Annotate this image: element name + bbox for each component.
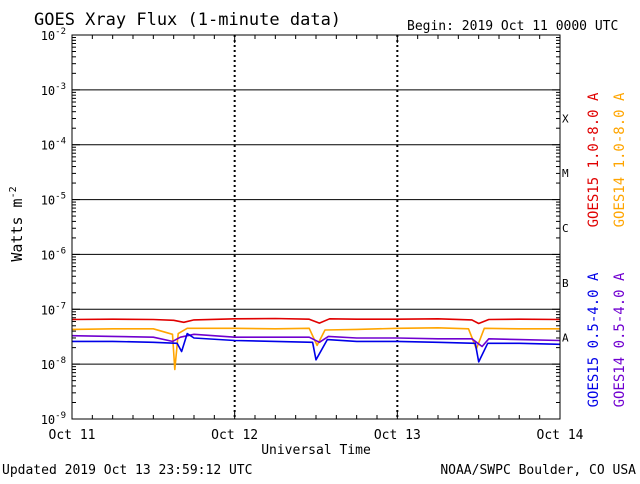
y-tick-label-exp: -4 [55,137,66,147]
y-tick-label-base: 10 [41,413,55,427]
y-tick-label-exp: -9 [55,411,66,421]
updated-text: Updated 2019 Oct 13 23:59:12 UTC [2,463,252,478]
y-tick-label-base: 10 [41,139,55,153]
y-tick-label-base: 10 [41,29,55,43]
svg-text:Watts m-2: Watts m-2 [8,186,26,261]
legend-entry: GOES15 1.0-8.0 A [586,92,602,227]
y-tick-label-base: 10 [41,194,55,208]
series-line [71,333,561,348]
x-tick-label: Oct 11 [49,428,96,443]
y-tick-label-base: 10 [41,84,55,98]
legend-entry: GOES14 1.0-8.0 A [612,92,628,227]
y-tick-label: 10-7 [41,301,66,317]
flare-class-label: A [562,332,569,345]
legend-entry: GOES15 0.5-4.0 A [586,272,602,407]
y-tick-label: 10-6 [41,246,66,262]
y-tick-label-base: 10 [41,303,55,317]
x-tick-label: Oct 14 [537,428,584,443]
y-axis-label-text: Watts m [8,198,26,261]
chart-title: GOES Xray Flux (1-minute data) [34,10,341,30]
y-tick-label-exp: -2 [55,27,66,37]
x-axis-label: Universal Time [261,443,371,458]
flare-class-label: C [562,222,569,235]
flare-class-label: B [562,277,569,290]
series-line [72,332,561,363]
grid-layer [72,35,560,419]
y-axis-label-exp: -2 [8,186,19,198]
legend: GOES15 1.0-8.0 A GOES14 1.0-8.0 A GOES15 0… [586,92,628,407]
series-line [71,317,561,325]
credit-text: NOAA/SWPC Boulder, CO USA [440,463,636,478]
y-tick-label-exp: -5 [55,192,66,202]
flare-class-label: X [562,112,569,125]
y-tick-label: 10-3 [41,82,66,98]
y-tick-label: 10-2 [41,27,66,43]
begin-time: Begin: 2019 Oct 11 0000 UTC [407,19,618,34]
series-layer [71,317,561,371]
y-tick-label-exp: -8 [55,356,66,366]
flare-class-label: M [562,167,569,180]
x-tick-label: Oct 12 [211,428,258,443]
y-tick-label-exp: -3 [55,82,66,92]
y-tick-label: 10-4 [41,137,66,153]
y-tick-label: 10-9 [41,411,66,427]
x-tick-label: Oct 13 [374,428,421,443]
y-tick-label-exp: -7 [55,301,66,311]
y-tick-label-base: 10 [41,248,55,262]
legend-entry: GOES14 0.5-4.0 A [612,272,628,407]
y-tick-label: 10-5 [41,192,66,208]
y-tick-label-exp: -6 [55,246,66,256]
y-tick-label-base: 10 [41,358,55,372]
y-axis-label: Watts m-2 [8,186,26,261]
y-tick-label: 10-8 [41,356,66,372]
